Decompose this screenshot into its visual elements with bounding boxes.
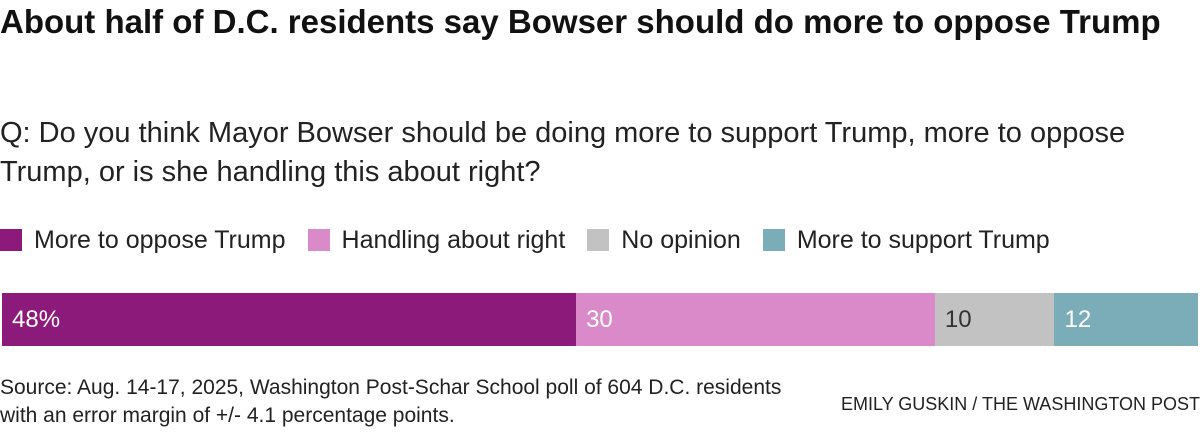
stacked-bar: 48% 30 10 12 bbox=[2, 293, 1198, 346]
bar-segment: 48% bbox=[2, 293, 577, 346]
legend-swatch bbox=[307, 229, 330, 251]
chart-title: About half of D.C. residents say Bowser … bbox=[0, 3, 1161, 40]
bar-value-label: 10 bbox=[944, 305, 972, 333]
legend-label: No opinion bbox=[621, 226, 741, 254]
legend-label: Handling about right bbox=[341, 226, 566, 254]
legend-item: More to oppose Trump bbox=[0, 225, 286, 255]
bar-value-label: 12 bbox=[1064, 305, 1092, 333]
chart-legend: More to oppose Trump Handling about right… bbox=[0, 224, 1072, 256]
legend-item: Handling about right bbox=[307, 225, 566, 255]
legend-swatch bbox=[762, 229, 785, 251]
bar-segment: 12 bbox=[1054, 293, 1198, 346]
legend-label: More to oppose Trump bbox=[34, 226, 286, 254]
credit-line: EMILY GUSKIN / THE WASHINGTON POST bbox=[840, 394, 1200, 414]
bar-segment: 30 bbox=[576, 293, 935, 346]
source-note: Source: Aug. 14-17, 2025, Washington Pos… bbox=[0, 376, 782, 427]
bar-value-label: 30 bbox=[586, 305, 613, 333]
bar-segment: 10 bbox=[934, 293, 1055, 346]
chart-question: Q: Do you think Mayor Bowser should be d… bbox=[0, 117, 1126, 188]
legend-item: More to support Trump bbox=[762, 225, 1050, 255]
legend-swatch bbox=[587, 229, 610, 251]
legend-item: No opinion bbox=[587, 225, 741, 255]
bar-value-label: 48% bbox=[12, 305, 61, 333]
legend-label: More to support Trump bbox=[796, 226, 1050, 254]
legend-swatch bbox=[0, 229, 22, 251]
